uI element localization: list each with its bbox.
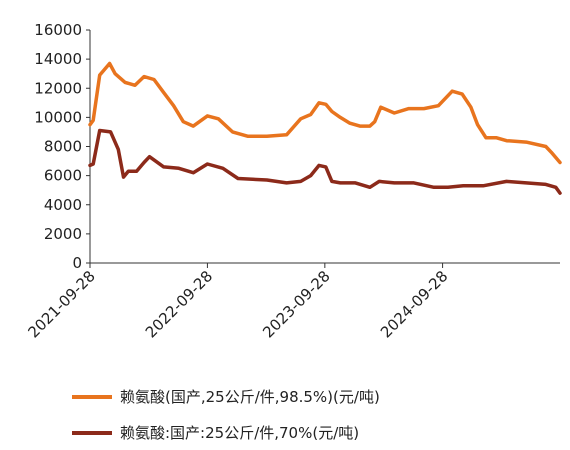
legend-swatch-series-1	[72, 394, 112, 399]
y-tick-label: 10000	[34, 108, 82, 126]
x-tick-label: 2022-09-28	[142, 267, 216, 341]
series-line-2	[88, 128, 562, 195]
x-axis-ticks: 2021-09-28 2022-09-28 2023-09-28 2024-09-28	[24, 263, 451, 341]
y-axis-ticks: 0 2000 4000 6000 8000 10000 12000 14000 16000	[34, 21, 90, 272]
series-line-1	[88, 61, 562, 165]
line-chart: 0 2000 4000 6000 8000 10000 12000 14000 16000 20…	[24, 21, 562, 341]
x-tick-label: 2023-09-28	[259, 267, 333, 341]
legend-item-series-1: 赖氨酸(国产,25公斤/件,98.5%)(元/吨)	[72, 386, 380, 407]
y-tick-label: 4000	[44, 196, 82, 214]
legend-swatch-series-2	[72, 430, 112, 435]
y-tick-label: 12000	[34, 79, 82, 97]
y-tick-label: 2000	[44, 225, 82, 243]
legend-label-series-1: 赖氨酸(国产,25公斤/件,98.5%)(元/吨)	[120, 388, 380, 406]
y-tick-label: 0	[72, 254, 82, 272]
x-tick-label: 2024-09-28	[377, 267, 451, 341]
series-lines	[88, 61, 562, 195]
x-tick-label: 2021-09-28	[24, 267, 98, 341]
y-tick-label: 16000	[34, 21, 82, 39]
y-tick-label: 8000	[44, 138, 82, 156]
legend-label-series-2: 赖氨酸:国产:25公斤/件,70%(元/吨)	[120, 424, 360, 442]
legend-item-series-2: 赖氨酸:国产:25公斤/件,70%(元/吨)	[72, 422, 359, 443]
y-tick-label: 14000	[34, 50, 82, 68]
y-tick-label: 6000	[44, 167, 82, 185]
